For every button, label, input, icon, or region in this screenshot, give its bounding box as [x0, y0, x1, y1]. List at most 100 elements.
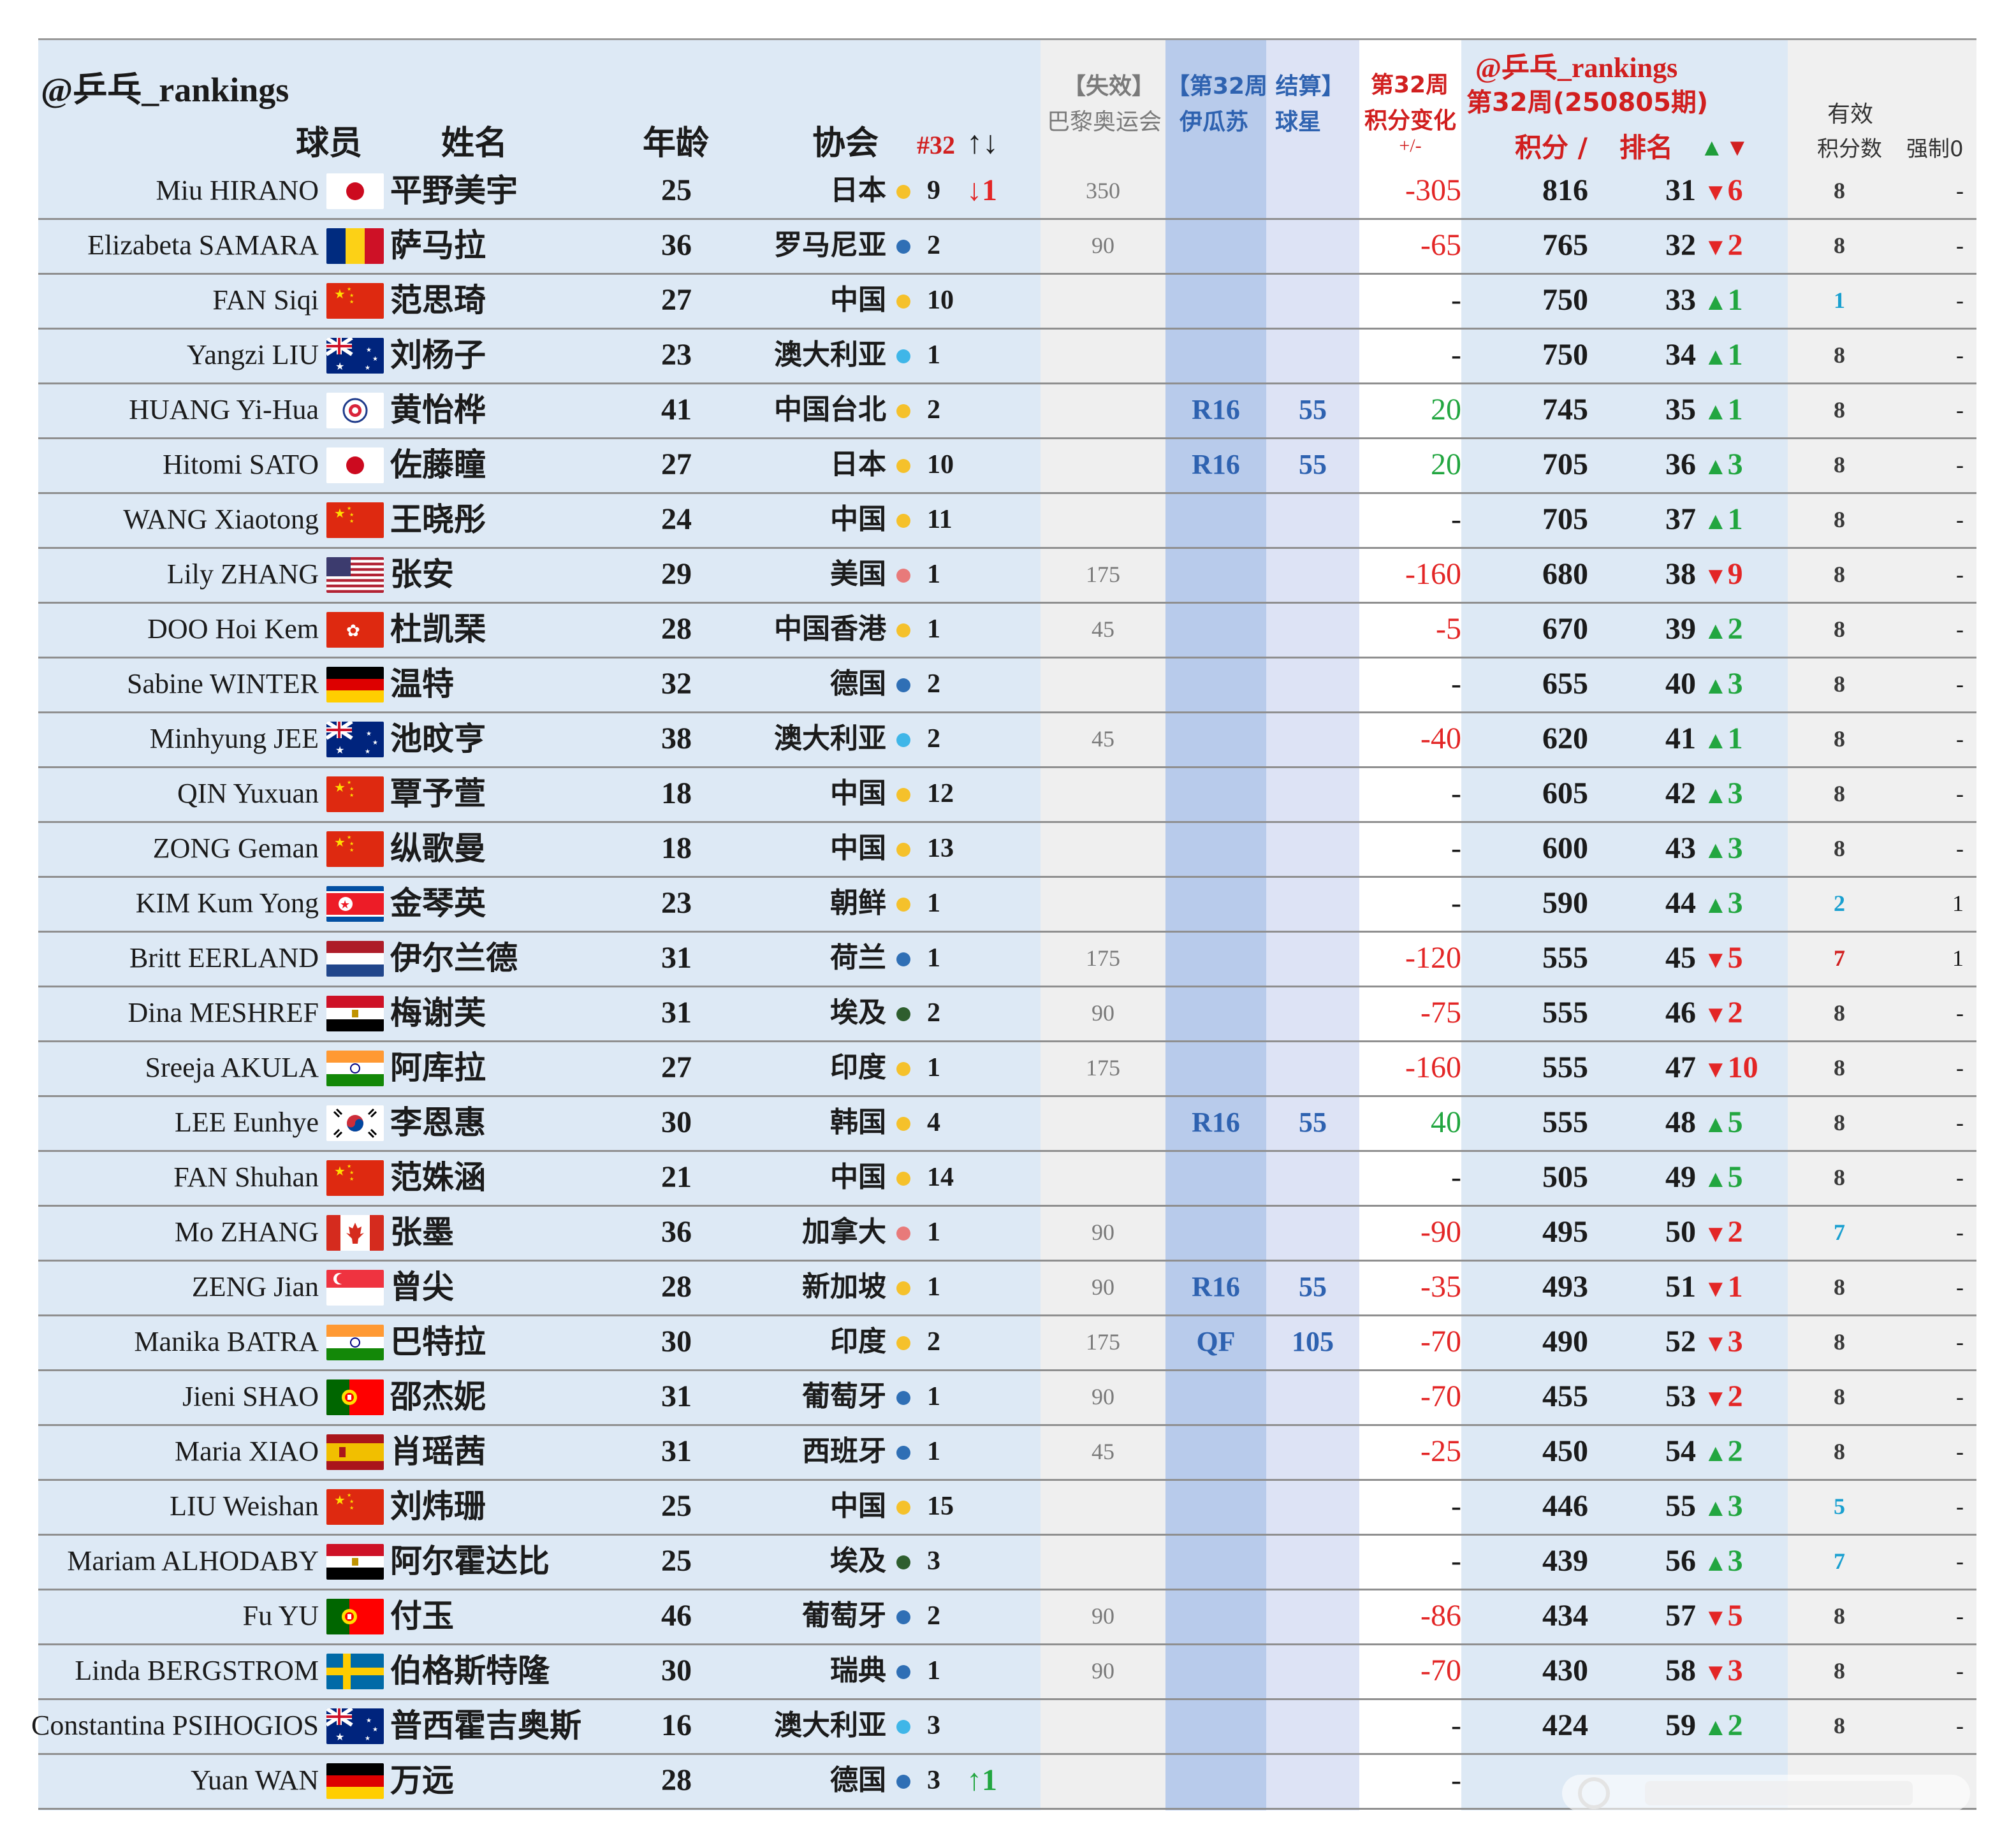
valid-points-count: 8: [1834, 233, 1845, 258]
player-age: 30: [661, 1325, 692, 1358]
player-age: 30: [661, 1105, 692, 1139]
week32-move: ↓1: [967, 173, 997, 207]
paris-column-band: [1041, 38, 1165, 1810]
player-age: 28: [661, 1763, 692, 1797]
player-age: 32: [661, 667, 692, 701]
rank-movement: ▼2: [1704, 1369, 1743, 1424]
player-age: 41: [661, 393, 692, 426]
table-row: DOO Hoi Kem ✿ 杜凯琹 28 中国香港 1 45 -5 670 39 ▲2 8-: [38, 602, 1976, 659]
player-chinese-name: 范姝涵: [390, 1159, 486, 1196]
svg-text:★: ★: [349, 518, 354, 524]
paris-header-title: 巴黎奥运会: [1046, 109, 1162, 135]
ranking-position: 53: [1665, 1379, 1696, 1413]
rank-movement-arrow-icon: ▲: [1704, 782, 1728, 809]
flag-eg-icon: [326, 996, 384, 1031]
player-chinese-name: 肖瑶茜: [390, 1433, 486, 1470]
week32-point-change: -: [1451, 831, 1461, 865]
player-english-name: QIN Yuxuan: [177, 778, 319, 809]
ranking-position: 32: [1665, 228, 1696, 262]
flag-in-icon: [326, 1051, 384, 1086]
flag-eg-icon: [326, 1544, 384, 1580]
table-row: LEE Eunhye 李恩惠 30 韩国 4 R16 55 40 555 48 ▲5 8-: [38, 1095, 1976, 1152]
ranking-header-week: 第32周(250805期): [1466, 88, 1709, 117]
association-count: 1: [927, 1382, 940, 1411]
svg-text:★: ★: [365, 748, 370, 755]
flag-ca-icon: [326, 1215, 384, 1251]
association-count: 2: [927, 231, 940, 260]
ranking-points: 439: [1542, 1544, 1588, 1578]
rank-movement-arrow-icon: ▲: [1704, 289, 1728, 316]
rank-movement-arrow-icon: ▲: [1704, 1111, 1728, 1138]
rank-movement-value: 5: [1727, 1105, 1743, 1139]
flag-cn-icon: ★ ★ ★ ★: [326, 1489, 384, 1525]
player-age: 27: [661, 283, 692, 317]
rank-movement-value: 3: [1727, 1325, 1743, 1358]
svg-text:★: ★: [349, 1505, 354, 1511]
rank-movement-value: 3: [1727, 667, 1743, 701]
paris-olympics-points: 175: [1086, 1329, 1120, 1355]
svg-text:✿: ✿: [346, 622, 360, 640]
star-header-status: 【第32周 结算】: [1167, 73, 1345, 99]
table-row: Elizabeta SAMARA 萨马拉 36 罗马尼亚 2 90 -65 765 32 ▼2 8-: [38, 218, 1976, 275]
association-name: 印度: [830, 1325, 886, 1358]
valid-points-count: 7: [1834, 1219, 1845, 1245]
rank-movement-arrow-icon: ▼: [1704, 1221, 1728, 1248]
table-row: Miu HIRANO 平野美宇 25 日本 9 ↓1 350 -305 816 31 ▼6 8-: [38, 163, 1976, 220]
association-count: 1: [927, 1218, 940, 1247]
forced-zero-count: -: [1956, 781, 1964, 806]
table-row: Maria XIAO 肖瑶茜 31 西班牙 1 45 -25 450 54 ▲2 8-: [38, 1424, 1976, 1481]
ranking-points: 555: [1542, 996, 1588, 1030]
week32-point-change: -: [1451, 776, 1461, 810]
svg-text:★: ★: [372, 1726, 378, 1733]
col-player-header: 球员: [296, 124, 363, 163]
player-english-name: Lily ZHANG: [166, 558, 319, 590]
svg-text:★: ★: [372, 739, 378, 746]
association-count: 12: [927, 779, 954, 808]
svg-text:★: ★: [349, 1499, 354, 1504]
flag-jp-icon: [326, 173, 384, 209]
forced-zero-count: -: [1956, 562, 1964, 587]
player-chinese-name: 李恩惠: [390, 1104, 486, 1141]
player-age: 27: [661, 448, 692, 481]
rank-movement-value: 3: [1727, 1544, 1743, 1578]
ranking-points: 680: [1542, 557, 1588, 591]
player-english-name: Fu YU: [242, 1600, 319, 1631]
valid-points-count: 8: [1834, 452, 1845, 477]
svg-text:★: ★: [347, 286, 351, 292]
ranking-position: 55: [1665, 1489, 1696, 1523]
ranking-points: 446: [1542, 1489, 1588, 1523]
player-age: 31: [661, 941, 692, 975]
rank-movement: ▲2: [1704, 602, 1743, 657]
association-dot-icon: [896, 1117, 910, 1131]
week32-point-change: -35: [1421, 1270, 1461, 1304]
week32-point-change: -: [1451, 1489, 1461, 1523]
association-count: 9: [927, 176, 940, 205]
ranking-points: 750: [1542, 283, 1588, 317]
valid-header-line2: 积分数: [1817, 136, 1882, 162]
player-age: 46: [661, 1599, 692, 1633]
association-count: 10: [927, 450, 954, 479]
ranking-points: 655: [1542, 667, 1588, 701]
player-chinese-name: 黄怡桦: [390, 391, 486, 428]
association-name: 美国: [830, 558, 886, 590]
svg-text:★: ★: [347, 834, 351, 840]
player-english-name: Britt EERLAND: [129, 942, 319, 973]
association-dot-icon: [896, 843, 910, 857]
table-row: LIU Weishan ★ ★ ★ ★ 刘炜珊 25 中国 15-446 55 ▲3 5-: [38, 1479, 1976, 1536]
forced-zero-count: -: [1956, 397, 1964, 423]
association-name: 日本: [830, 174, 886, 207]
player-chinese-name: 刘炜珊: [390, 1488, 486, 1525]
table-header: @乒乓_rankings 球员 姓名 年龄 协会 #32 ↑↓ 【失效】 巴黎奥…: [38, 38, 1976, 163]
rank-movement-arrow-icon: ▼: [1704, 1330, 1728, 1357]
svg-text:★: ★: [335, 361, 344, 372]
forced-zero-count: -: [1956, 1603, 1964, 1629]
week32-point-change: -5: [1436, 612, 1461, 646]
paris-olympics-points: 90: [1092, 1274, 1114, 1300]
change-column-band: [1359, 38, 1461, 1810]
player-english-name: Sreeja AKULA: [145, 1052, 319, 1083]
association-count: 3: [927, 1766, 940, 1795]
paris-olympics-points: 90: [1092, 233, 1114, 258]
association-dot-icon: [896, 569, 910, 583]
star-contender-round: R16: [1192, 1107, 1240, 1138]
forced-zero-count: -: [1956, 1110, 1964, 1135]
